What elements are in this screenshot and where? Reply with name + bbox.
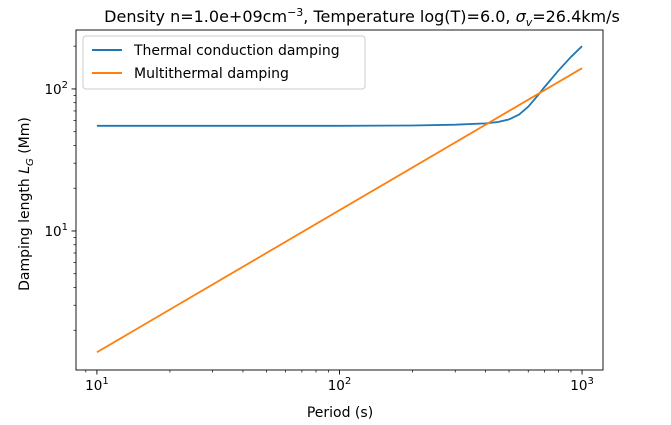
x-tick-label-1: 102 [328,376,352,394]
y-axis-label: Damping length LG (Mm) [17,117,36,291]
x-tick-label-0: 101 [85,376,109,394]
legend: Thermal conduction damping Multithermal d… [82,35,366,90]
x-axis-label: Period (s) [307,405,373,421]
series-line-0 [96,45,583,127]
legend-label-1: Multithermal damping [134,66,289,82]
plot-area: 101 102 103 101 102 Thermal conduction dampin… [44,29,604,394]
chart-title: Density n=1.0e+09cm−3, Temperature log(T… [104,6,620,29]
x-tick-label-2: 103 [570,376,594,394]
legend-label-0: Thermal conduction damping [133,43,340,59]
legend-box [82,35,366,90]
y-tick-label-1: 102 [44,80,68,98]
y-tick-label-0: 101 [44,222,68,240]
series-line-1 [96,67,583,354]
